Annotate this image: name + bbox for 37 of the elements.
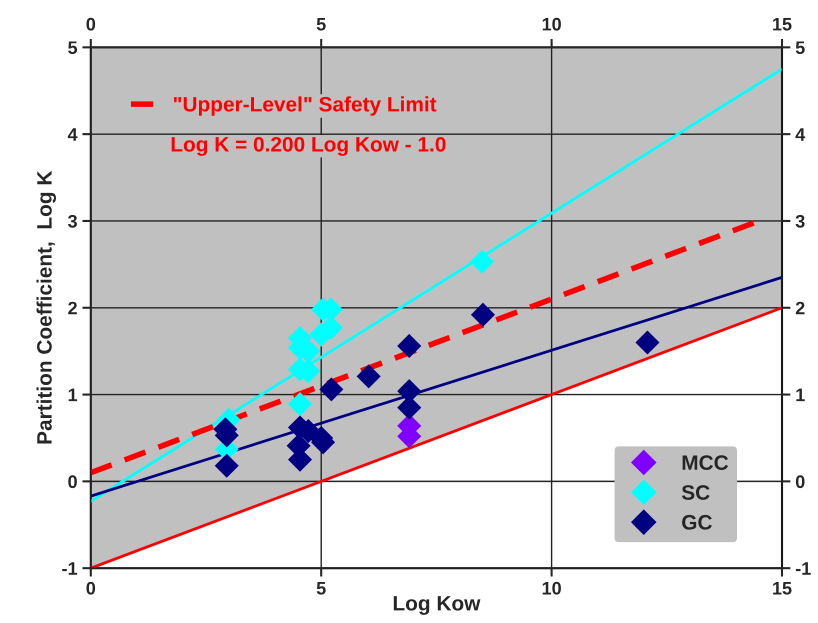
y2-tick-label: 0 <box>796 475 805 488</box>
y2-tick-label: 3 <box>796 214 805 228</box>
x-tick-label: 15 <box>773 582 792 595</box>
y2-tick-label: -1 <box>796 562 811 575</box>
point <box>356 364 381 388</box>
x-tick-label: 0 <box>86 582 96 595</box>
x-tick-label: 10 <box>542 582 561 595</box>
y-axis-title: Partition Coefficient, Log K <box>36 170 56 444</box>
y2-tick-label: 5 <box>796 41 805 54</box>
legend-label: MCC <box>682 455 728 470</box>
y-tick-label: 1 <box>68 388 78 402</box>
x2-tick-label: 10 <box>542 18 561 31</box>
legend-label: GC <box>682 514 712 530</box>
legend-label: SC <box>682 485 710 500</box>
point <box>214 454 239 478</box>
legend-label: "Upper-Level" Safety Limit <box>174 96 436 116</box>
x-tick-label: 5 <box>316 582 326 595</box>
annotation: Log K = 0.200 Log Kow - 1.0 <box>172 136 446 156</box>
x2-tick-label: 0 <box>86 18 96 31</box>
y2-tick-label: 2 <box>796 302 805 314</box>
y-tick-label: 5 <box>68 41 78 54</box>
y2-tick-label: 1 <box>796 388 805 402</box>
x2-tick-label: 5 <box>316 18 326 31</box>
y-tick-label: -1 <box>62 562 78 575</box>
point <box>288 392 312 416</box>
x2-tick-label: 15 <box>773 18 792 31</box>
point <box>635 330 660 355</box>
point <box>397 334 422 358</box>
y-tick-label: 2 <box>68 302 77 314</box>
y-tick-label: 0 <box>68 475 77 488</box>
y2-tick-label: 4 <box>795 128 806 141</box>
y-tick-label: 4 <box>68 128 78 141</box>
point <box>470 250 494 274</box>
point <box>470 302 495 327</box>
y-tick-label: 3 <box>68 214 77 228</box>
point <box>319 377 344 402</box>
x-axis-title: Log Kow <box>394 596 480 615</box>
